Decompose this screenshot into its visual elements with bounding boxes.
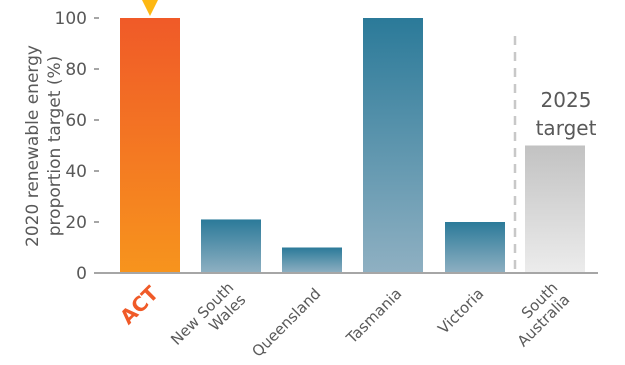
annotation: 2025 target xyxy=(536,88,597,140)
y-tick-label: 60 xyxy=(65,111,87,131)
x-tick-label: SouthAustralia xyxy=(502,279,574,351)
y-tick-label: 80 xyxy=(65,60,87,80)
x-tick-label: Tasmania xyxy=(342,285,405,348)
x-tick-label: ACT xyxy=(115,281,163,329)
bar-south-australia xyxy=(525,145,585,273)
bar-queensland xyxy=(282,247,342,273)
x-tick-label: Victoria xyxy=(434,285,487,338)
y-tick-label: 40 xyxy=(65,162,87,182)
y-tick-label: 0 xyxy=(76,264,87,284)
x-tick-label: New SouthWales xyxy=(167,278,249,360)
y-axis-label-line: 2020 renewable energy xyxy=(23,45,43,247)
y-axis-ticks: 0 20 40 60 80 100 xyxy=(55,9,99,284)
y-axis-label-line: proportion target (%) xyxy=(45,56,65,236)
annotation-line: target xyxy=(536,116,597,140)
bar-victoria xyxy=(445,222,505,273)
bar-tasmania xyxy=(363,18,423,273)
highlight-marker-icon xyxy=(142,0,158,16)
annotation-line: 2025 xyxy=(541,88,592,112)
bar-new-south-wales xyxy=(201,219,261,273)
bars xyxy=(120,0,585,273)
y-axis-label: 2020 renewable energy proportion target (… xyxy=(23,45,65,247)
bar-act xyxy=(120,18,180,273)
y-tick-label: 100 xyxy=(55,9,87,29)
x-tick-label: Queensland xyxy=(248,285,324,361)
y-tick-label: 20 xyxy=(65,213,87,233)
